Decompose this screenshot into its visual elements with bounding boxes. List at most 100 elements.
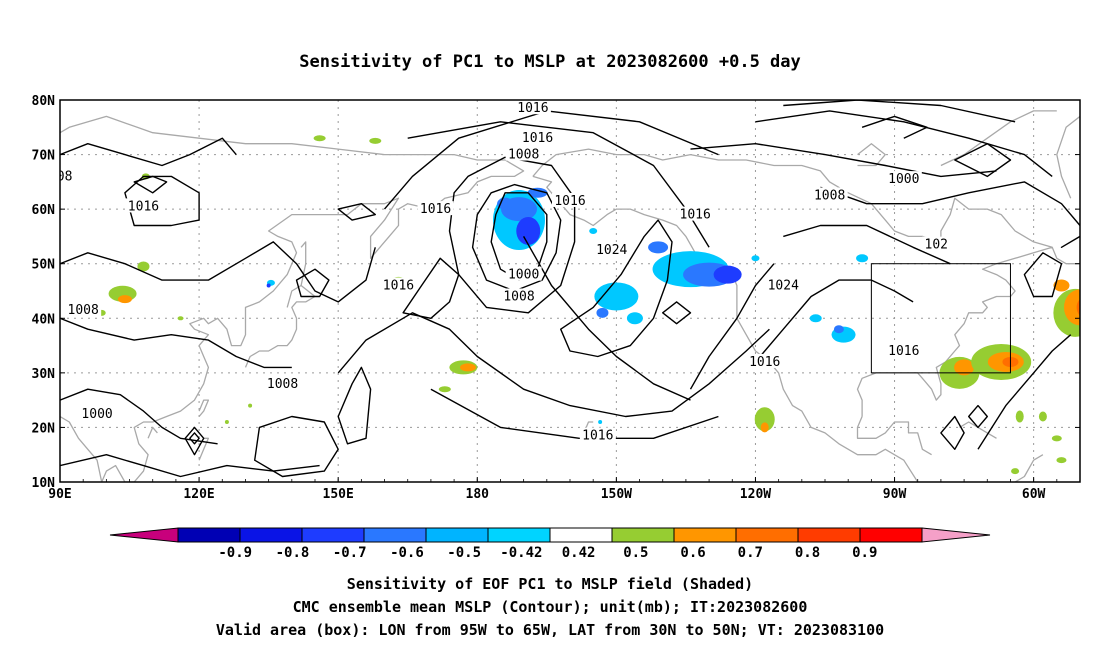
- contour-label-bg: [505, 146, 542, 161]
- mslp-contour: [184, 426, 205, 456]
- coastline: [1056, 115, 1080, 199]
- lon-tick-label: 90W: [883, 487, 907, 502]
- contour-label-bg: [677, 206, 714, 221]
- sensitivity-blob: [248, 403, 253, 408]
- lat-tick-label: 40N: [32, 312, 56, 327]
- contour-label: 1016: [522, 131, 553, 146]
- colorbar-swatch: [239, 527, 303, 543]
- sensitivity-blob: [177, 316, 184, 321]
- sensitivity-blob: [648, 241, 669, 254]
- lon-tick-label: 120E: [183, 487, 214, 502]
- mslp-contour: [383, 110, 719, 210]
- lon-tick-label: 150E: [323, 487, 354, 502]
- colorbar-low-arrow: [109, 527, 179, 543]
- mslp-contour: [754, 279, 914, 363]
- colorbar-label: -0.5: [447, 545, 481, 561]
- mslp-contour: [448, 156, 576, 314]
- valid-area-box: [870, 263, 1011, 374]
- contour-label-bg: [264, 375, 301, 390]
- sensitivity-blob: [117, 295, 132, 304]
- colorbar-swatch: [611, 527, 675, 543]
- mslp-contour: [60, 317, 292, 369]
- contour-label: 1016: [888, 344, 919, 359]
- contour-label: 1016: [517, 101, 548, 116]
- contour-label: 1016: [420, 202, 451, 217]
- mslp-contour: [471, 183, 562, 292]
- sensitivity-blob: [1011, 468, 1020, 475]
- contour-label-bg: [922, 236, 951, 251]
- mslp-contour: [560, 219, 673, 358]
- mslp-contour: [954, 143, 1012, 178]
- contour-label: 1008: [508, 148, 539, 163]
- colorbar-swatch: [301, 527, 365, 543]
- mslp-contour: [940, 415, 965, 450]
- mslp-contour: [755, 110, 1053, 177]
- mslp-contour: [977, 334, 1072, 450]
- contour-label-bg: [65, 302, 102, 317]
- contour-label: 08: [57, 169, 73, 184]
- contour-label: 1008: [267, 377, 298, 392]
- coastline: [857, 143, 886, 167]
- sensitivity-blob: [626, 312, 643, 325]
- colorbar-high-arrow: [921, 527, 991, 543]
- caption-line-3: Valid area (box): LON from 95W to 65W, L…: [216, 621, 884, 639]
- map-background: [60, 100, 1080, 482]
- coastline: [940, 110, 1057, 167]
- colorbar: -0.9 -0.8 -0.7 -0.6 -0.5 -0.42 0.42 0.5 0.6 0.7 0.…: [109, 527, 991, 561]
- mslp-contour: [60, 241, 376, 303]
- sensitivity-blob: [809, 314, 822, 323]
- colorbar-label: 0.8: [795, 545, 820, 561]
- lon-tick-label: 180: [466, 487, 490, 502]
- map-panel: 1016 1016 1008 1016 1016 1024 1000 1008 1016 1008…: [32, 94, 1081, 502]
- contour-label: 1008: [68, 303, 99, 318]
- mslp-contour: [189, 432, 200, 445]
- colorbar-swatch: [363, 527, 427, 543]
- contour-label: 102: [925, 238, 948, 253]
- contour-label: 1024: [596, 243, 627, 258]
- colorbar-label: -0.7: [333, 545, 367, 561]
- sensitivity-blob: [1076, 299, 1080, 316]
- contour-label-bg: [60, 168, 75, 183]
- sensitivity-blob: [1064, 289, 1080, 326]
- sensitivity-blob: [713, 265, 742, 284]
- contour-label-bg: [505, 266, 542, 281]
- colorbar-swatch: [859, 527, 923, 543]
- coastline: [244, 284, 316, 368]
- contour-label: 1000: [508, 268, 539, 283]
- contour-label-bg: [579, 427, 616, 442]
- contour-label-bg: [380, 277, 417, 292]
- contour-label-bg: [125, 198, 162, 213]
- coastline: [856, 416, 932, 456]
- lat-tick-label: 30N: [32, 367, 56, 382]
- contour-label-bg: [746, 353, 783, 368]
- sensitivity-blob: [438, 386, 451, 393]
- contour-label-bg: [885, 343, 922, 358]
- sensitivity-blob: [594, 282, 639, 311]
- sensitivity-blob: [266, 283, 271, 288]
- contour-label-bg: [79, 405, 116, 420]
- sensitivity-blob: [313, 135, 326, 142]
- colorbar-swatch: [797, 527, 861, 543]
- contour-label: 1024: [768, 279, 799, 294]
- sensitivity-blob: [224, 419, 229, 424]
- sensitivity-blob: [596, 307, 609, 318]
- mslp-contour: [783, 100, 1016, 123]
- contour-label-bg: [514, 100, 551, 115]
- mslp-contour: [1023, 252, 1063, 298]
- contour-label: 1016: [554, 194, 585, 209]
- contour-label-bg: [811, 187, 848, 202]
- lat-tick-label: 20N: [32, 421, 56, 436]
- lon-tick-label: 90E: [48, 487, 71, 502]
- sensitivity-blob: [833, 325, 844, 334]
- mslp-contour: [522, 236, 691, 401]
- sensitivity-blob: [1053, 279, 1070, 292]
- sensitivity-blob: [1056, 457, 1067, 464]
- sensitivity-blob: [497, 197, 514, 210]
- colorbar-swatch: [425, 527, 489, 543]
- colorbar-label: -0.8: [276, 545, 310, 561]
- contour-label: 1008: [503, 289, 534, 304]
- colorbar-label: -0.9: [218, 545, 252, 561]
- mslp-contour: [133, 175, 168, 194]
- lat-tick-label: 50N: [32, 258, 56, 273]
